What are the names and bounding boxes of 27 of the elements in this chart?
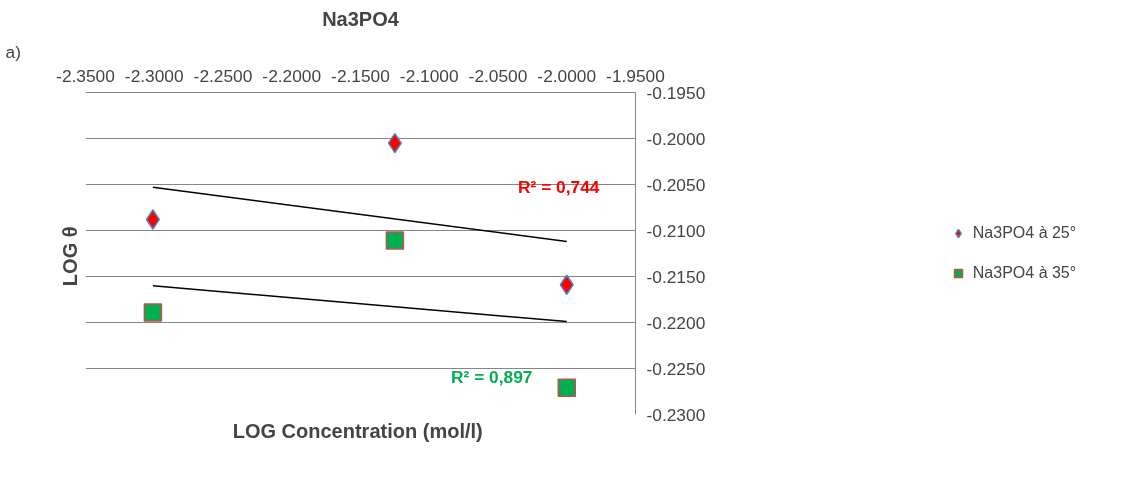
- y-tick-label: -0.2100: [646, 220, 706, 241]
- x-tick-label: -2.0000: [537, 65, 597, 86]
- y-tick-label: -0.2150: [646, 266, 706, 287]
- x-tick-label: -2.3000: [124, 65, 184, 86]
- point: [143, 303, 163, 322]
- text: a): [5, 41, 21, 62]
- chart-title: Na3PO4: [322, 7, 400, 30]
- y-tick-label: -0.2200: [646, 312, 706, 333]
- y-axis-title: LOG θ: [58, 226, 81, 287]
- annotation: R² = 0,744: [518, 176, 600, 197]
- y-tick-label: -0.2050: [646, 174, 706, 195]
- x-tick-label: -2.0500: [468, 65, 528, 86]
- y-tick-label: -0.2250: [646, 358, 706, 379]
- point: [385, 231, 405, 250]
- annotation: R² = 0,897: [451, 366, 533, 387]
- point: [145, 209, 160, 230]
- legend-label: Na3PO4 à 25°: [972, 224, 1077, 242]
- x-tick-label: -2.3500: [56, 65, 115, 86]
- x-tick-label: -2.2000: [262, 65, 322, 86]
- point: [557, 378, 576, 398]
- legend-label: Na3PO4 à 35°: [972, 264, 1077, 282]
- x-tick-label: -2.1500: [331, 65, 390, 86]
- y-tick-label: -0.2000: [646, 128, 706, 149]
- x-axis-title: LOG Concentration (mol/l): [232, 419, 483, 442]
- x-tick-label: -2.2500: [193, 65, 253, 86]
- y-tick-label: -0.2300: [646, 404, 706, 425]
- x-tick-label: -2.1000: [399, 65, 459, 86]
